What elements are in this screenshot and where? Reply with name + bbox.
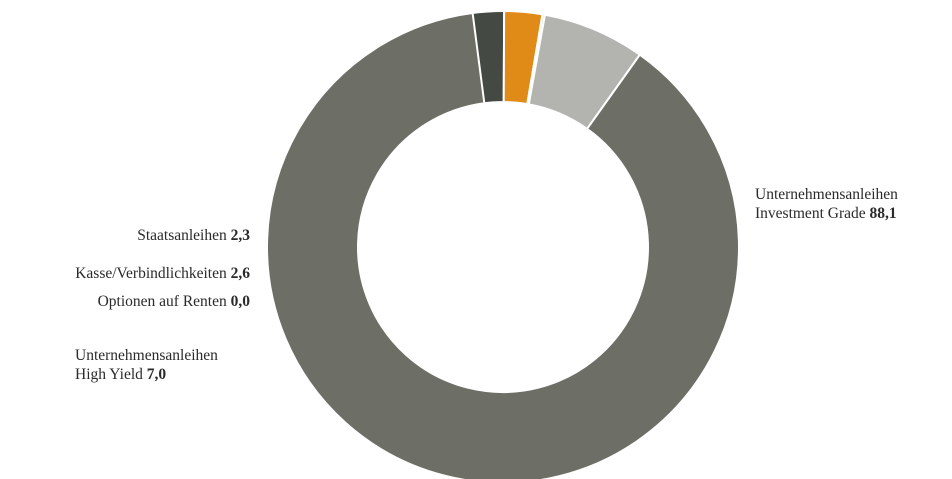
label-staatsanleihen-name: Staatsanleihen [137, 227, 227, 244]
slice-unternehmensanleihen-investment-grade [266, 11, 740, 479]
label-high-yield-line2: High Yield [75, 366, 143, 383]
label-high-yield-line1: Unternehmensanleihen [75, 347, 218, 364]
label-optionen-value: 0,0 [230, 293, 250, 310]
label-optionen-name: Optionen auf Renten [97, 293, 227, 310]
label-investment-grade-line1: Unternehmensanleihen [755, 186, 898, 203]
label-investment-grade-line2: Investment Grade [755, 205, 866, 222]
label-investment-grade: Unternehmensanleihen Investment Grade 88… [755, 185, 898, 223]
label-staatsanleihen-value: 2,3 [230, 227, 250, 244]
label-staatsanleihen: Staatsanleihen 2,3 [137, 226, 250, 245]
label-kasse: Kasse/Verbindlichkeiten 2,6 [75, 264, 250, 283]
label-investment-grade-value: 88,1 [869, 205, 897, 222]
label-high-yield: Unternehmensanleihen High Yield 7,0 [75, 346, 218, 384]
label-high-yield-value: 7,0 [146, 366, 167, 383]
label-kasse-name: Kasse/Verbindlichkeiten [75, 265, 227, 282]
label-optionen: Optionen auf Renten 0,0 [98, 292, 250, 311]
label-kasse-value: 2,6 [230, 265, 250, 282]
